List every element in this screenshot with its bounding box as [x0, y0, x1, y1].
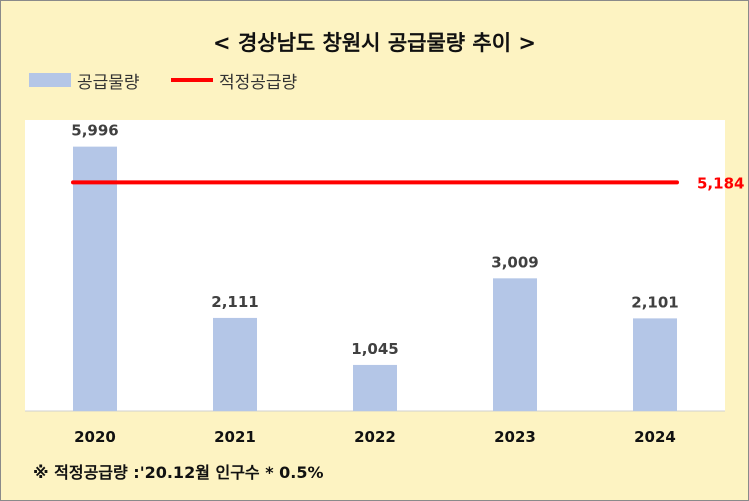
legend-swatch-bar: [29, 73, 71, 87]
chart-title: < 경상남도 창원시 공급물량 추이 >: [213, 31, 536, 55]
x-tick-2020: 2020: [74, 428, 116, 446]
legend-item-optimal: 적정공급량: [171, 69, 298, 93]
data-label-2022: 1,045: [351, 340, 398, 358]
bar-2023: [493, 278, 537, 411]
data-label-2021: 2,111: [211, 293, 258, 311]
optimal-supply-label: 5,184: [697, 174, 744, 192]
bar-2020: [73, 146, 117, 411]
data-label-2023: 3,009: [491, 253, 538, 271]
x-tick-2022: 2022: [354, 428, 396, 446]
bar-2024: [633, 318, 677, 411]
data-label-2024: 2,101: [631, 293, 678, 311]
x-tick-2024: 2024: [634, 428, 676, 446]
legend-label-supply: 공급물량: [77, 72, 140, 93]
plot-area: [25, 120, 725, 411]
data-label-2020: 5,996: [71, 122, 118, 140]
bar-2022: [353, 364, 397, 411]
legend-swatch-line: [171, 78, 213, 82]
legend-label-optimal: 적정공급량: [219, 72, 298, 93]
footnote: ※ 적정공급량 :'20.12월 인구수 * 0.5%: [33, 463, 324, 482]
x-tick-2023: 2023: [494, 428, 536, 446]
legend-item-supply: 공급물량: [29, 69, 140, 93]
bar-2021: [213, 317, 257, 411]
x-tick-2021: 2021: [214, 428, 256, 446]
